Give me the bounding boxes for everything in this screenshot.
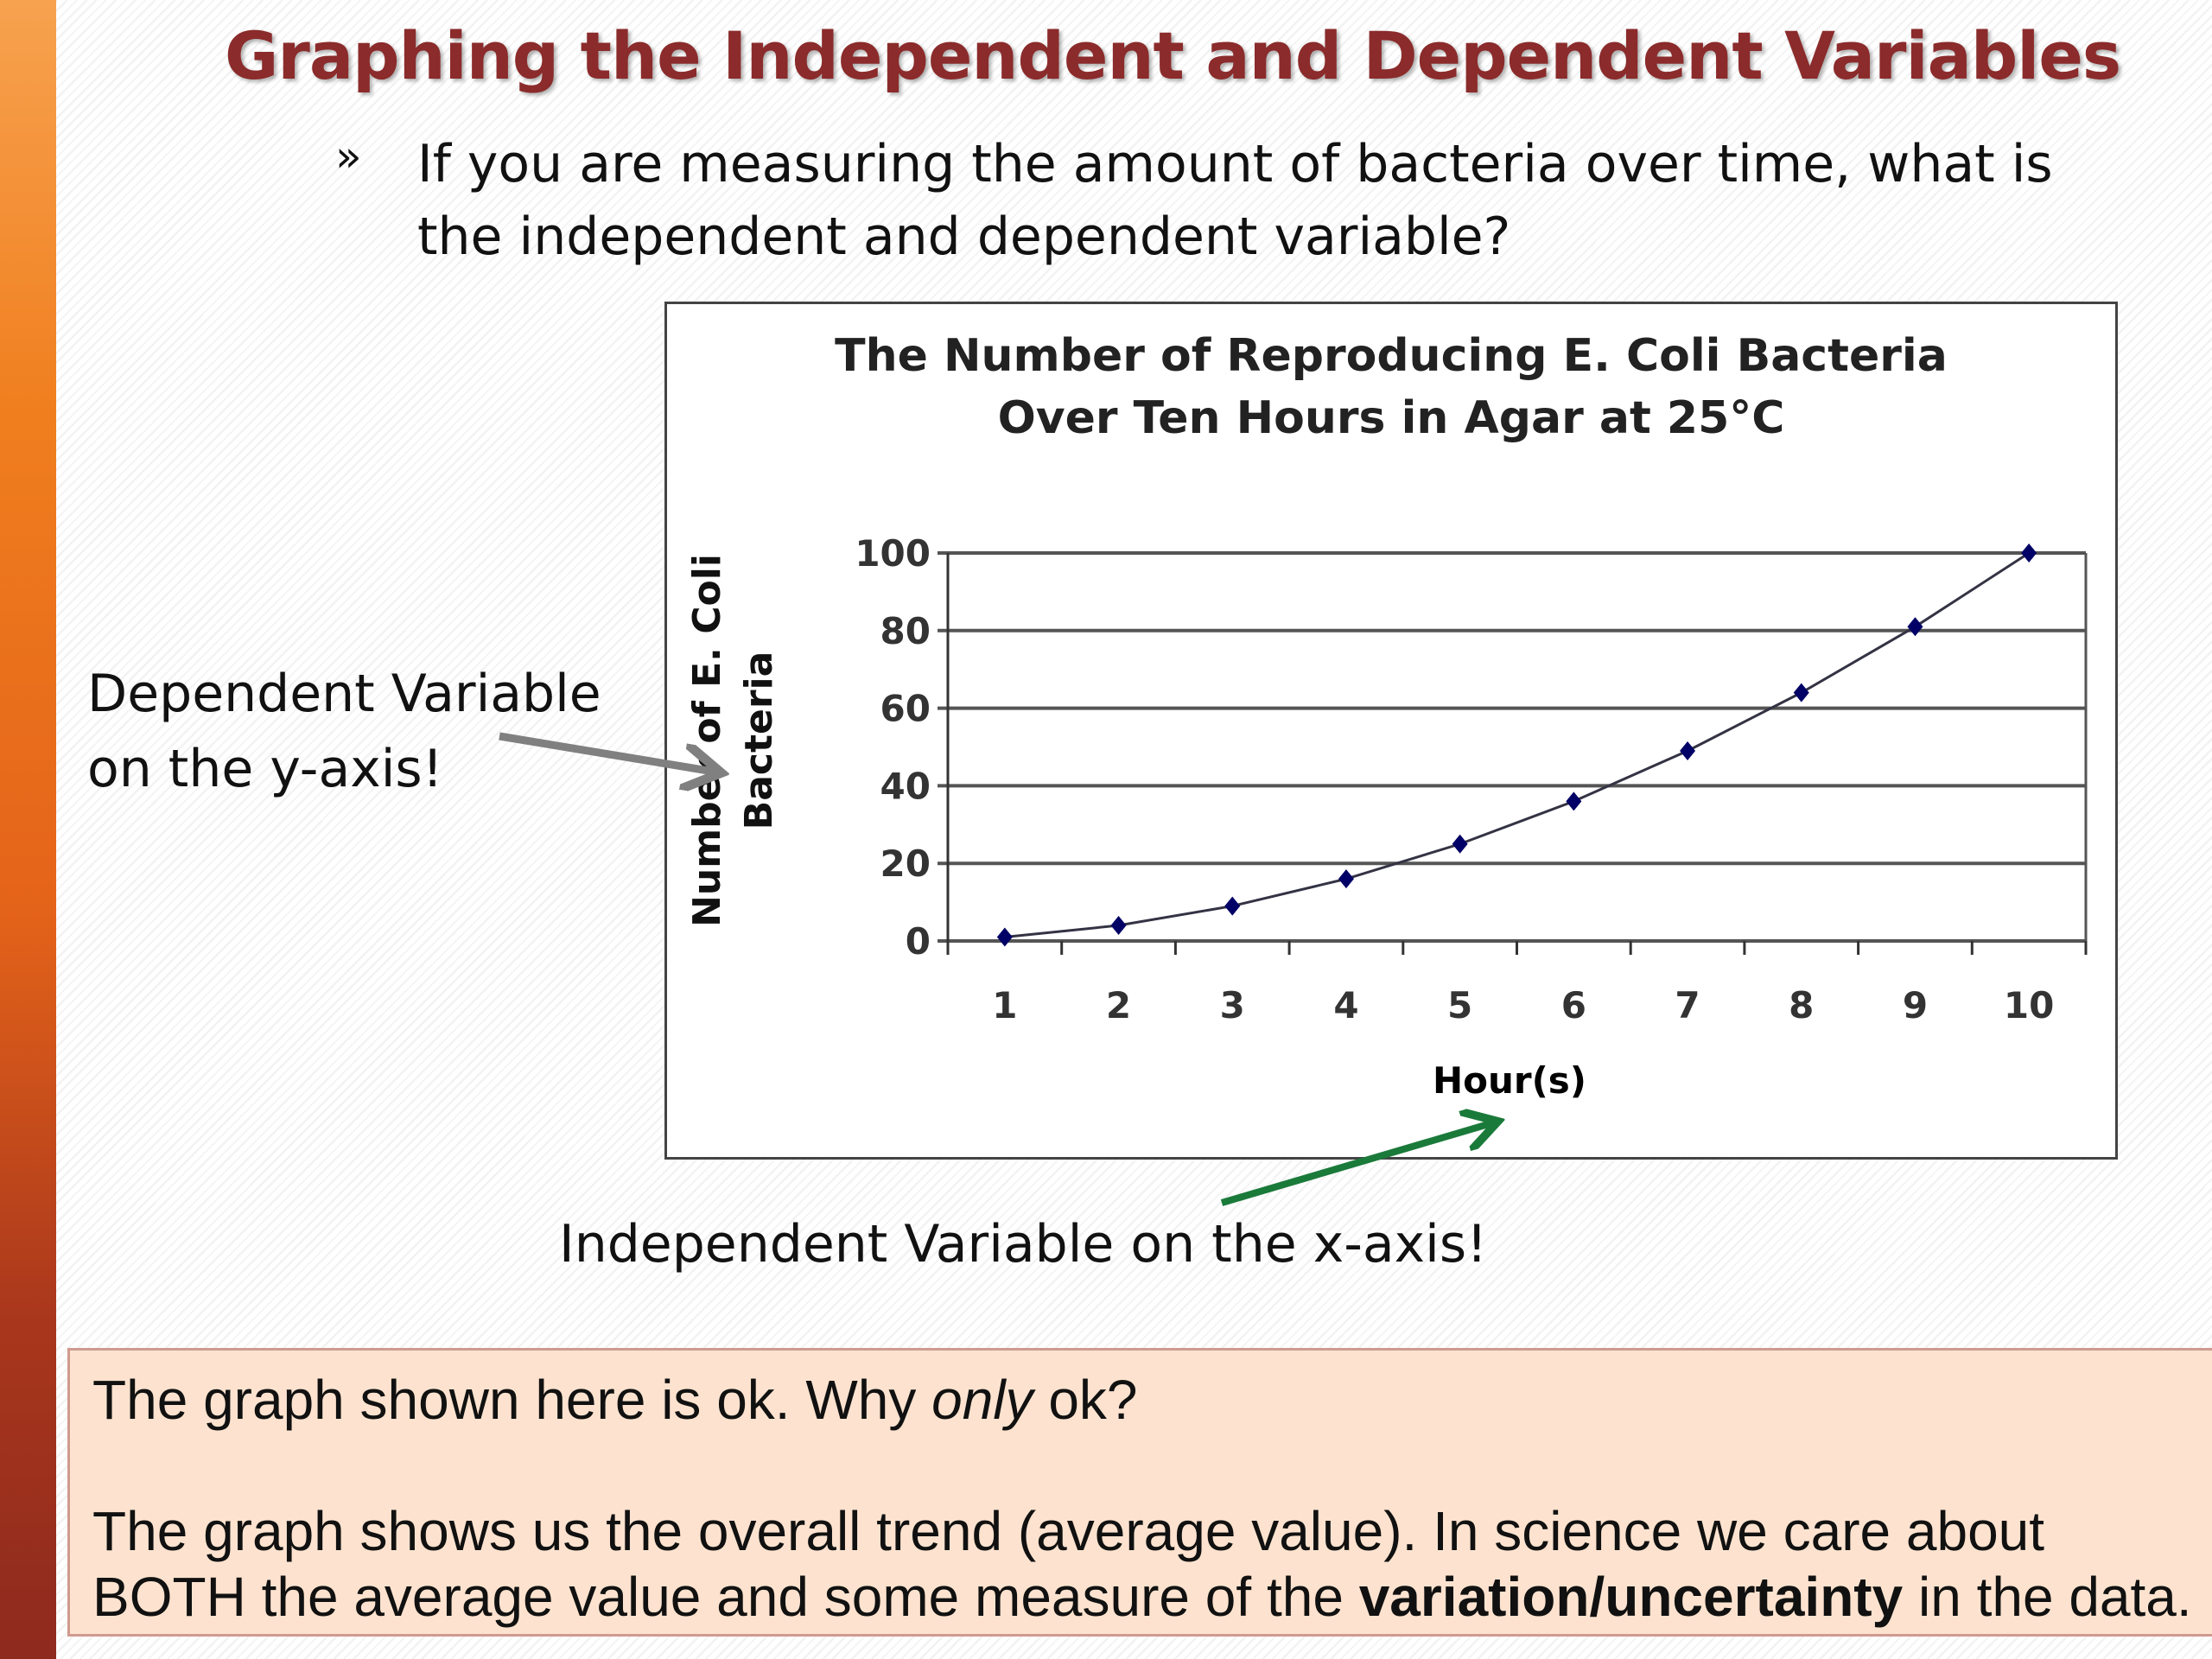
x-tick-label: 2 xyxy=(1106,984,1131,1027)
x-tick-label: 10 xyxy=(2004,984,2054,1027)
y-tick-label: 100 xyxy=(855,532,931,575)
note-line1-end: ok? xyxy=(1033,1369,1138,1431)
data-point xyxy=(1452,834,1468,854)
note-bold: variation/uncertainty xyxy=(1358,1566,1904,1628)
note-line3-text: BOTH the average value and some measure … xyxy=(92,1566,1359,1628)
note-line1: The graph shown here is ok. Why only ok? xyxy=(92,1368,1138,1432)
y-tick-label: 80 xyxy=(880,610,931,652)
dependent-label-line2: on the y-axis! xyxy=(87,739,443,799)
data-point xyxy=(1793,683,1809,702)
chart-title-line2: Over Ten Hours in Agar at 25°C xyxy=(997,392,1785,444)
x-tick-label: 7 xyxy=(1675,984,1700,1027)
dependent-arrow-icon xyxy=(499,732,714,772)
data-point xyxy=(1338,869,1354,889)
y-tick-label: 20 xyxy=(880,842,931,885)
x-tick-label: 1 xyxy=(992,984,1017,1027)
slide-title: Graphing the Independent and Dependent V… xyxy=(225,17,2121,94)
chart-frame: The Number of Reproducing E. Coli Bacter… xyxy=(664,302,2118,1160)
data-point xyxy=(1566,791,1582,811)
x-tick-label: 3 xyxy=(1220,984,1245,1027)
note-box: The graph shown here is ok. Why only ok?… xyxy=(67,1348,2212,1637)
x-axis-label: Hour(s) xyxy=(1433,1059,1586,1102)
note-line1-text: The graph shown here is ok. Why xyxy=(92,1369,932,1431)
data-point xyxy=(2021,543,2037,563)
note-line3: BOTH the average value and some measure … xyxy=(92,1565,2192,1629)
note-emphasis: only xyxy=(931,1369,1033,1431)
y-tick-label: 0 xyxy=(906,920,931,963)
question-text: If you are measuring the amount of bacte… xyxy=(417,134,2053,267)
data-point xyxy=(1907,617,1923,637)
data-point xyxy=(1224,896,1241,916)
independent-arrow-icon xyxy=(1220,1123,1491,1206)
series-line xyxy=(1004,551,2030,939)
x-tick-label: 6 xyxy=(1561,984,1586,1027)
data-point xyxy=(1110,916,1127,936)
data-point xyxy=(1680,741,1696,760)
x-tick-label: 8 xyxy=(1789,984,1814,1027)
y-tick-label: 40 xyxy=(880,765,931,807)
chart-title-line1: The Number of Reproducing E. Coli Bacter… xyxy=(835,330,1948,382)
x-tick-label: 9 xyxy=(1903,984,1928,1027)
note-line2: The graph shows us the overall trend (av… xyxy=(92,1500,2045,1562)
x-tick-label: 5 xyxy=(1447,984,1472,1027)
sidebar-accent-bar xyxy=(0,0,56,1659)
independent-label: Independent Variable on the x-axis! xyxy=(559,1214,1488,1274)
y-tick-label: 60 xyxy=(880,688,931,730)
data-point xyxy=(996,927,1013,947)
bullet-icon: » xyxy=(335,131,362,181)
x-tick-label: 4 xyxy=(1333,984,1358,1027)
dependent-label-line1: Dependent Variable xyxy=(87,664,601,724)
note-line3-end: in the data. xyxy=(1903,1566,2192,1628)
